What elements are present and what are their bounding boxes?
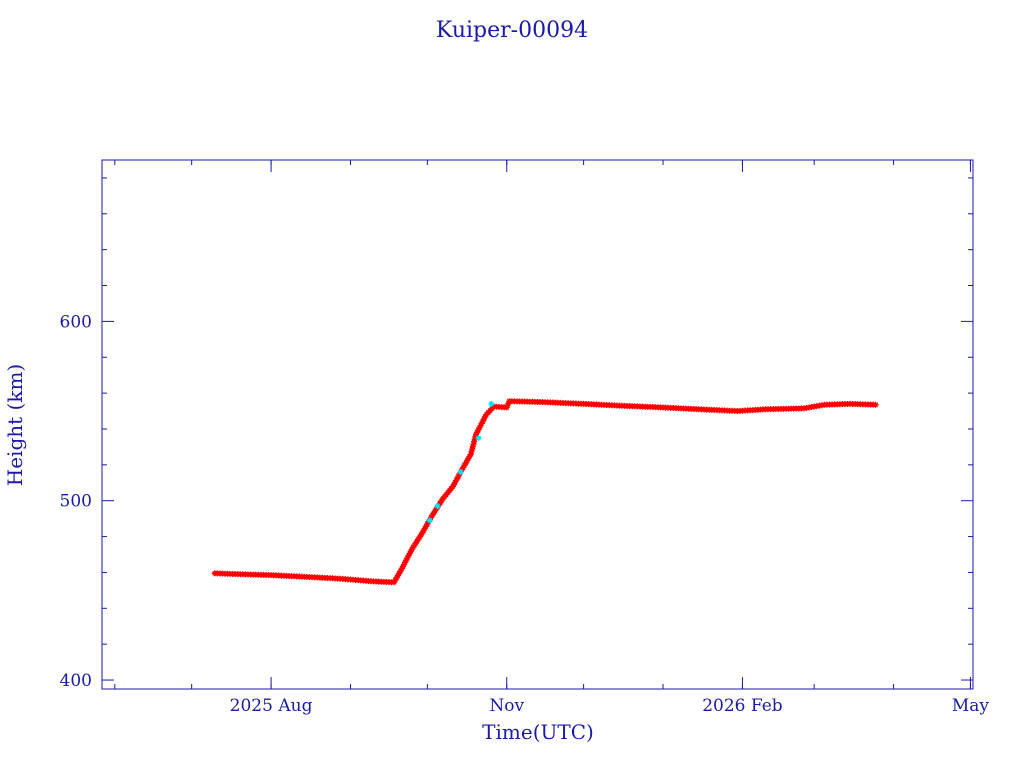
data-point xyxy=(458,466,465,473)
chart-title: Kuiper-00094 xyxy=(436,18,588,43)
data-point xyxy=(405,552,412,559)
data-point xyxy=(396,570,403,577)
data-point xyxy=(404,554,411,561)
data-point xyxy=(872,401,879,408)
data-point xyxy=(407,548,414,555)
data-point xyxy=(393,574,400,581)
series-1 xyxy=(426,400,495,524)
data-point xyxy=(461,462,468,469)
data-point xyxy=(503,404,510,411)
data-point xyxy=(465,455,472,462)
data-point xyxy=(420,527,427,534)
data-point xyxy=(403,557,410,564)
data-point xyxy=(394,572,401,579)
data-point xyxy=(398,565,405,572)
data-point xyxy=(454,475,461,482)
data-point xyxy=(401,561,408,568)
data-point xyxy=(453,477,460,484)
data-point xyxy=(426,517,433,524)
y-axis-ticks: 400 500 600 xyxy=(60,177,973,691)
data-series xyxy=(211,398,879,586)
data-point xyxy=(474,429,481,436)
data-point xyxy=(464,457,471,464)
y-tick-label: 400 xyxy=(60,671,92,691)
x-tick-label: Nov xyxy=(489,696,524,716)
data-point xyxy=(462,460,469,467)
data-point xyxy=(504,402,511,409)
data-point xyxy=(455,473,462,480)
x-tick-label: May xyxy=(952,696,990,716)
data-point xyxy=(488,400,495,407)
data-point xyxy=(391,579,398,586)
plot-frame xyxy=(101,159,974,690)
data-point xyxy=(460,464,467,471)
data-point xyxy=(480,416,487,423)
data-point xyxy=(452,479,459,486)
x-tick-label: 2025 Aug xyxy=(230,696,313,716)
x-tick-label: 2026 Feb xyxy=(702,696,783,716)
y-tick-label: 500 xyxy=(60,492,92,512)
data-point xyxy=(478,420,485,427)
x-axis-label: Time(UTC) xyxy=(482,720,594,744)
data-point xyxy=(477,422,484,429)
data-point xyxy=(473,431,480,438)
data-point xyxy=(457,469,464,476)
x-axis-ticks: 2025 Aug Nov 2026 Feb May xyxy=(114,160,990,716)
data-point xyxy=(434,503,441,510)
data-point xyxy=(475,426,482,433)
data-point xyxy=(421,525,428,532)
data-point xyxy=(419,529,426,536)
data-point xyxy=(505,400,512,407)
y-tick-label: 600 xyxy=(60,312,92,332)
data-point xyxy=(451,481,458,488)
data-point xyxy=(482,413,489,420)
data-point xyxy=(479,418,486,425)
data-point xyxy=(392,577,399,584)
data-point xyxy=(449,483,456,490)
data-point xyxy=(428,514,435,521)
data-point xyxy=(476,424,483,431)
data-point xyxy=(402,559,409,566)
data-point xyxy=(399,563,406,570)
data-point xyxy=(456,471,463,478)
data-point xyxy=(406,550,413,557)
data-point xyxy=(424,521,431,528)
data-point xyxy=(466,453,473,460)
data-point xyxy=(475,434,482,441)
data-point xyxy=(397,568,404,575)
y-axis-label: Height (km) xyxy=(3,364,27,486)
data-point xyxy=(423,523,430,530)
series-0 xyxy=(211,398,879,586)
